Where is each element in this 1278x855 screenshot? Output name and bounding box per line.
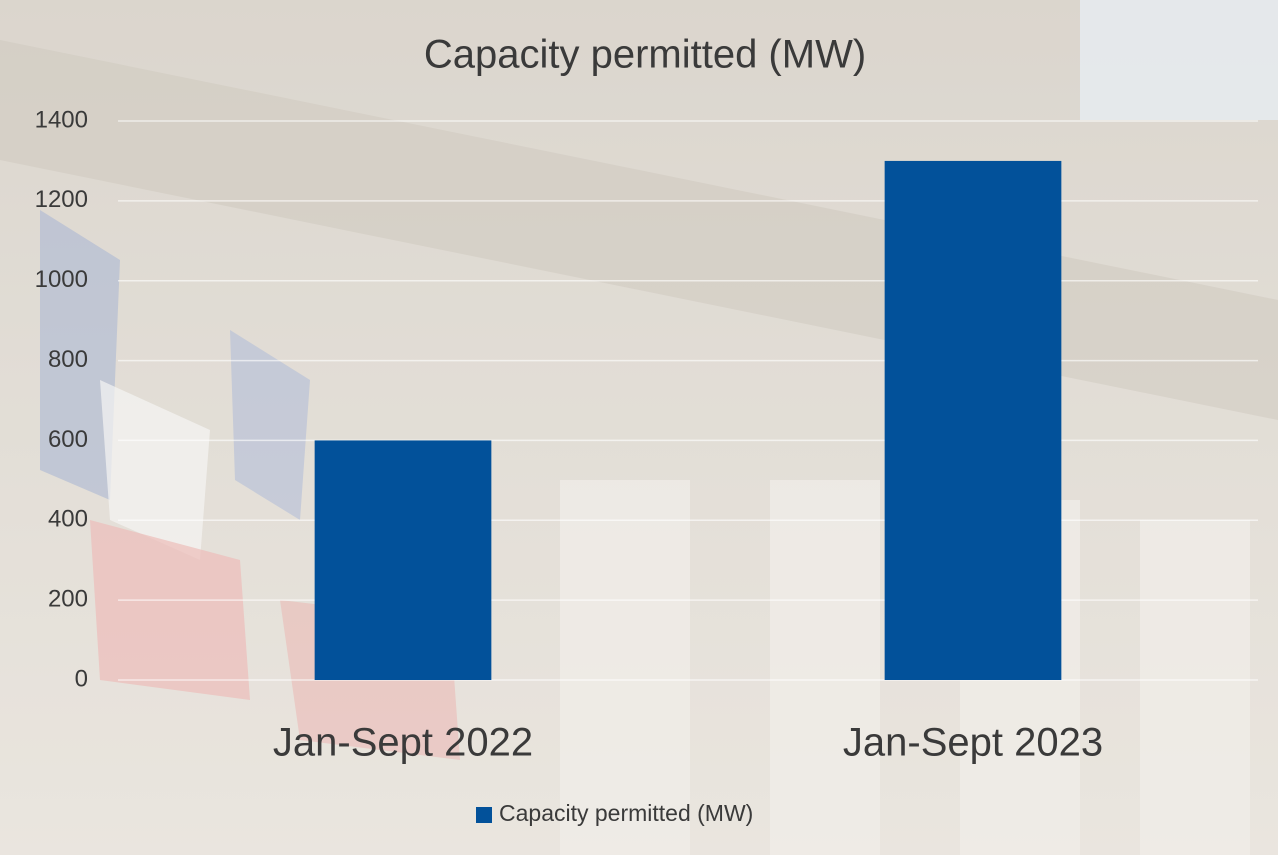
y-tick-label: 200 <box>48 585 88 612</box>
y-tick-label: 600 <box>48 426 88 453</box>
y-tick-label: 0 <box>75 665 88 692</box>
bar <box>884 160 1062 680</box>
chart-title: Capacity permitted (MW) <box>424 33 866 77</box>
y-tick-label: 1000 <box>35 266 88 293</box>
y-tick-label: 800 <box>48 346 88 373</box>
legend-swatch <box>476 807 492 823</box>
x-tick-label: Jan-Sept 2022 <box>273 721 533 765</box>
bar <box>314 440 492 680</box>
y-tick-label: 400 <box>48 506 88 533</box>
x-tick-label: Jan-Sept 2023 <box>843 721 1103 765</box>
y-tick-label: 1400 <box>35 106 88 133</box>
legend-label: Capacity permitted (MW) <box>499 800 753 826</box>
y-tick-label: 1200 <box>35 186 88 213</box>
